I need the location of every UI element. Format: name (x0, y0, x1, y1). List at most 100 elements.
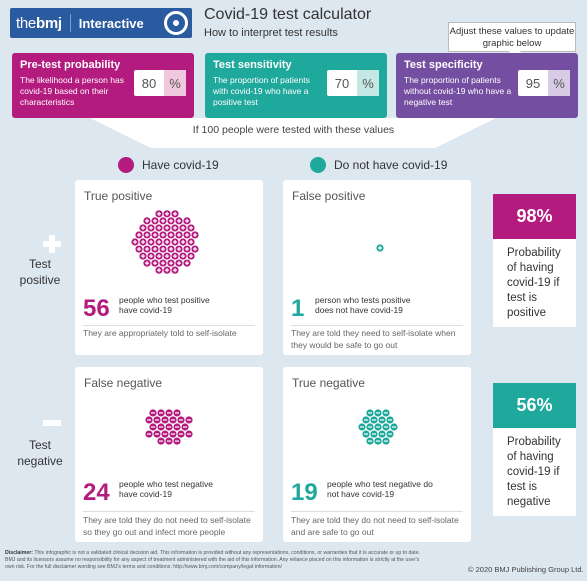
person-dot (185, 430, 193, 438)
person-dot (382, 409, 390, 417)
pretest-probability-input[interactable]: 80 % (134, 70, 186, 96)
person-dot (175, 259, 183, 267)
person-dot (191, 245, 199, 253)
copyright: © 2020 BMJ Publishing Group Ltd. (468, 565, 584, 574)
person-dot (149, 423, 157, 431)
card-description: people who test positive have covid-19 (119, 295, 210, 315)
page-subtitle: How to interpret test results (204, 27, 338, 39)
input-value[interactable]: 70 (334, 75, 350, 91)
person-dot (366, 409, 374, 417)
prob-positive-value: 98% (493, 194, 576, 239)
person-dot (179, 252, 187, 260)
person-dot (366, 437, 374, 445)
input-value[interactable]: 95 (525, 75, 541, 91)
person-dot (370, 430, 378, 438)
divider (291, 511, 463, 512)
person-dot (191, 231, 199, 239)
person-dot (155, 210, 163, 218)
card-count: 24 (83, 479, 110, 506)
person-dot (163, 210, 171, 218)
person-dot (374, 409, 382, 417)
population-text: If 100 people were tested with these val… (192, 124, 395, 136)
card-description: people who test negative do not have cov… (327, 479, 433, 499)
person-dot (173, 409, 181, 417)
person-dot (159, 245, 167, 253)
bmj-logo[interactable]: thebmj Interactive (10, 8, 192, 38)
percent-unit: % (164, 70, 186, 96)
person-dot (151, 217, 159, 225)
touch-icon (164, 11, 188, 35)
card-count: 1 (291, 295, 305, 322)
person-dot (151, 245, 159, 253)
false-positive-card: False positive 1 person who tests positi… (283, 180, 471, 355)
row-label-negative: Test negative (17, 438, 63, 468)
person-dot (139, 224, 147, 232)
person-dot (171, 238, 179, 246)
logo-brand: thebmj (16, 14, 62, 32)
person-dot (370, 416, 378, 424)
test-sensitivity-input[interactable]: 70 % (327, 70, 379, 96)
person-dot (143, 217, 151, 225)
person-dot (169, 430, 177, 438)
prob-negative-box: 56% Probability of having covid-19 if te… (493, 383, 576, 516)
teal-dot-icon (310, 157, 326, 173)
person-dot (135, 231, 143, 239)
person-dot (171, 210, 179, 218)
prob-negative-text: Probability of having covid-19 if test i… (493, 428, 576, 516)
logo-divider (69, 14, 71, 32)
card-footer: They are told they need to self-isolate … (291, 328, 456, 350)
person-dot (151, 231, 159, 239)
param-description: The proportion of patients without covid… (404, 75, 512, 107)
person-dot (374, 423, 382, 431)
person-dot (159, 231, 167, 239)
person-dot (143, 259, 151, 267)
person-dot (153, 430, 161, 438)
test-specificity-input[interactable]: 95 % (518, 70, 570, 96)
person-dot (159, 217, 167, 225)
legend-label: Do not have covid-19 (334, 158, 448, 172)
person-dot (378, 430, 386, 438)
person-dot (358, 423, 366, 431)
person-dot (163, 252, 171, 260)
person-dot (382, 437, 390, 445)
row-label-positive: Test positive (19, 257, 61, 287)
person-dot (366, 423, 374, 431)
person-dot (183, 231, 191, 239)
person-dot (157, 437, 165, 445)
person-dot (131, 238, 139, 246)
person-dot (161, 430, 169, 438)
dot-cluster (358, 409, 398, 445)
person-dot (362, 430, 370, 438)
legend-no-covid: Do not have covid-19 (310, 157, 447, 173)
test-specificity-card: Test specificity The proportion of patie… (396, 53, 578, 118)
person-dot (139, 238, 147, 246)
person-dot (167, 231, 175, 239)
person-dot (390, 423, 398, 431)
person-dot (378, 416, 386, 424)
card-count: 56 (83, 295, 110, 322)
person-dot (135, 245, 143, 253)
true-negative-card: True negative 19 people who test negativ… (283, 367, 471, 542)
person-dot (155, 266, 163, 274)
dot-cluster (376, 244, 384, 252)
person-dot (147, 252, 155, 260)
card-title: False positive (292, 189, 366, 203)
prob-positive-box: 98% Probability of having covid-19 if te… (493, 194, 576, 327)
person-dot (171, 224, 179, 232)
card-footer: They are told they do not need to self-i… (83, 515, 251, 537)
person-dot (147, 238, 155, 246)
person-dot (145, 416, 153, 424)
person-dot (179, 238, 187, 246)
input-value[interactable]: 80 (141, 75, 157, 91)
divider (83, 325, 255, 326)
disclaimer: Disclaimer: This infographic is not a va… (5, 550, 421, 570)
param-description: The likelihood a person has covid-19 bas… (20, 75, 124, 107)
person-dot (187, 238, 195, 246)
divider (291, 325, 463, 326)
card-footer: They are told they do not need to self-i… (291, 515, 459, 537)
dot-cluster (131, 210, 199, 274)
person-dot (177, 416, 185, 424)
person-dot (175, 231, 183, 239)
person-dot (139, 252, 147, 260)
person-dot (183, 245, 191, 253)
